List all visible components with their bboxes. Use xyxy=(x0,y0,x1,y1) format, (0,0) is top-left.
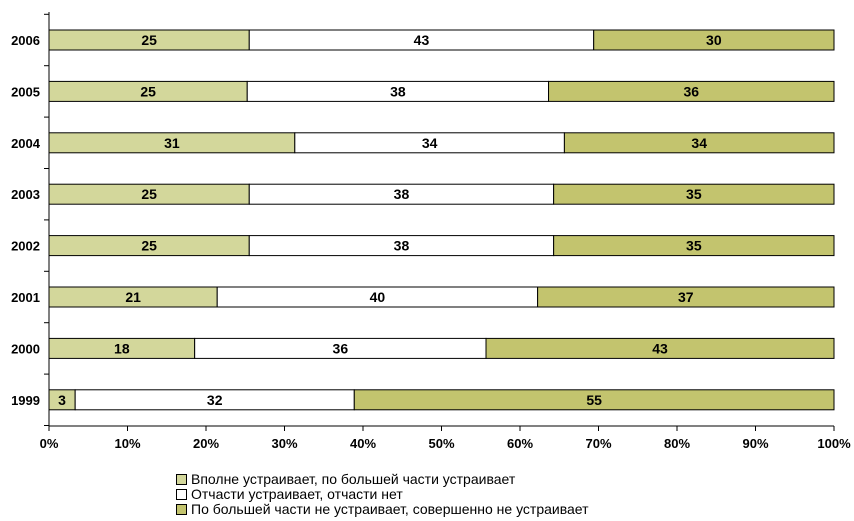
y-tick-label: 2005 xyxy=(11,84,40,99)
data-label: 37 xyxy=(678,289,694,305)
legend-item-satisfied: Вполне устраивает, по большей части устр… xyxy=(176,472,589,487)
data-label: 55 xyxy=(586,392,602,408)
legend-label-partly: Отчасти устраивает, отчасти нет xyxy=(191,486,403,502)
x-tick-label: 0% xyxy=(40,436,59,451)
data-label: 43 xyxy=(652,340,668,356)
legend-item-unsatisfied: По большей части не устраивает, совершен… xyxy=(176,502,589,517)
data-label: 25 xyxy=(141,238,157,254)
data-label: 25 xyxy=(140,83,156,99)
x-tick-label: 100% xyxy=(817,436,851,451)
legend-swatch-partly xyxy=(176,489,187,500)
x-tick-label: 90% xyxy=(742,436,768,451)
data-label: 43 xyxy=(414,32,430,48)
data-label: 35 xyxy=(686,186,702,202)
data-label: 38 xyxy=(390,83,406,99)
x-tick-label: 40% xyxy=(350,436,376,451)
data-label: 3 xyxy=(58,392,66,408)
bar-segment xyxy=(563,132,835,154)
x-tick-label: 60% xyxy=(507,436,533,451)
y-tick-label: 1999 xyxy=(11,393,40,408)
y-tick-label: 2003 xyxy=(11,187,40,202)
x-tick-label: 30% xyxy=(271,436,297,451)
x-tick-label: 10% xyxy=(114,436,140,451)
legend: Вполне устраивает, по большей части устр… xyxy=(176,472,589,517)
bar-segment xyxy=(537,286,835,308)
bar-segment xyxy=(553,183,835,205)
data-label: 25 xyxy=(141,32,157,48)
data-label: 36 xyxy=(683,83,699,99)
data-label: 31 xyxy=(164,135,180,151)
data-label: 35 xyxy=(686,238,702,254)
legend-label-unsatisfied: По большей части не устраивает, совершен… xyxy=(191,501,589,517)
data-label: 34 xyxy=(422,135,438,151)
bar-segment xyxy=(485,337,835,359)
data-label: 38 xyxy=(394,186,410,202)
data-label: 34 xyxy=(691,135,707,151)
x-tick-label: 50% xyxy=(428,436,454,451)
y-tick-label: 2004 xyxy=(11,136,41,151)
data-label: 30 xyxy=(706,32,722,48)
bar-segment xyxy=(553,235,835,257)
bar-segment xyxy=(548,80,835,102)
data-label: 36 xyxy=(333,340,349,356)
legend-item-partly: Отчасти устраивает, отчасти нет xyxy=(176,487,589,502)
x-tick-label: 20% xyxy=(193,436,219,451)
bar-segment xyxy=(593,29,835,51)
data-label: 18 xyxy=(114,340,130,356)
legend-label-satisfied: Вполне устраивает, по большей части устр… xyxy=(191,471,516,487)
y-tick-label: 2002 xyxy=(11,239,40,254)
data-label: 21 xyxy=(125,289,141,305)
data-label: 25 xyxy=(141,186,157,202)
bar-segment xyxy=(353,389,835,411)
x-tick-label: 80% xyxy=(664,436,690,451)
data-label: 40 xyxy=(370,289,386,305)
data-label: 32 xyxy=(207,392,223,408)
y-tick-label: 2001 xyxy=(11,290,40,305)
y-tick-label: 2000 xyxy=(11,341,40,356)
legend-swatch-unsatisfied xyxy=(176,504,187,515)
data-label: 38 xyxy=(394,238,410,254)
legend-swatch-satisfied xyxy=(176,474,187,485)
y-tick-label: 2006 xyxy=(11,33,40,48)
x-tick-label: 70% xyxy=(585,436,611,451)
